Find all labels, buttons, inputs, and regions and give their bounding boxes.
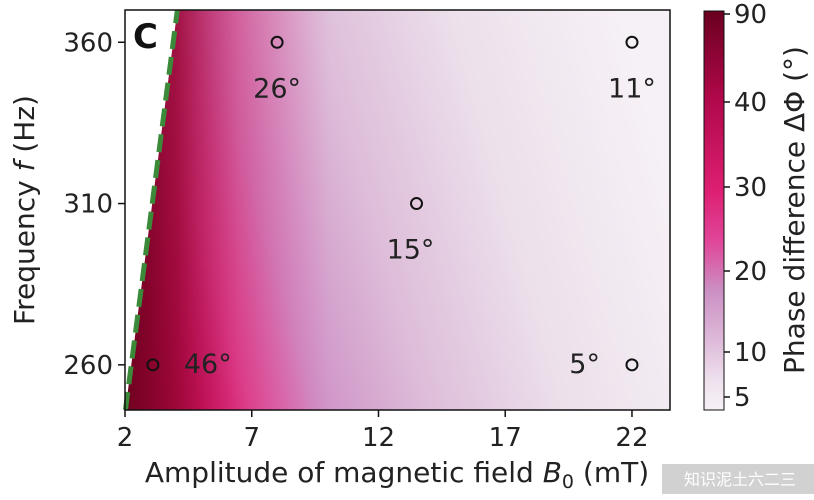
data-points — [146, 35, 639, 372]
x-tick-label: 22 — [615, 423, 648, 453]
colorbar-ticks: 5 10 20 30 40 90 — [724, 0, 767, 413]
plot-frame — [124, 9, 671, 411]
colorbar-tick-label: 5 — [734, 383, 751, 413]
stability-boundary-dashed-line — [122, 9, 180, 411]
colorbar-tick-label: 90 — [734, 0, 767, 30]
data-point-label: 26° — [253, 73, 301, 104]
data-point-label: 46° — [184, 349, 232, 380]
data-point-marker — [410, 197, 424, 211]
x-axis-title: Amplitude of magnetic field B0 (mT) — [145, 456, 649, 493]
colorbar-tick-label: 40 — [734, 88, 767, 118]
data-point-marker — [625, 35, 639, 49]
watermark-text: 知识泥土六二三 — [684, 470, 796, 489]
colorbar-tick-label: 10 — [734, 338, 767, 368]
y-tick-label: 310 — [63, 190, 113, 220]
x-tick-label: 12 — [362, 423, 395, 453]
data-point-label: 5° — [569, 349, 600, 380]
watermark-bg — [662, 464, 814, 494]
x-tick-label: 7 — [243, 423, 260, 453]
y-axis-title: Frequency f (Hz) — [8, 95, 41, 325]
plot-area — [125, 10, 670, 410]
colorbar-tick-label: 20 — [734, 257, 767, 287]
data-point-marker — [270, 35, 284, 49]
y-axis-ticks: 260 310 360 — [63, 28, 125, 381]
x-axis-ticks: 2 7 12 17 22 — [117, 410, 649, 453]
colorbar-tick-label: 30 — [734, 173, 767, 203]
y-tick-label: 360 — [63, 28, 113, 58]
point-annotations: 46° 26° 15° 11° 5° — [184, 73, 656, 380]
data-point-marker — [146, 358, 160, 372]
heatmap-high-edge — [125, 10, 670, 410]
panel-label: C — [133, 17, 158, 57]
colorbar-title: Phase difference ΔΦ (°) — [778, 46, 811, 374]
y-tick-label: 260 — [63, 351, 113, 381]
x-tick-label: 2 — [117, 423, 134, 453]
colorbar — [703, 10, 725, 411]
data-point-marker — [625, 358, 639, 372]
data-point-label: 15° — [387, 235, 435, 266]
data-point-label: 11° — [608, 73, 656, 104]
x-tick-label: 17 — [489, 423, 522, 453]
